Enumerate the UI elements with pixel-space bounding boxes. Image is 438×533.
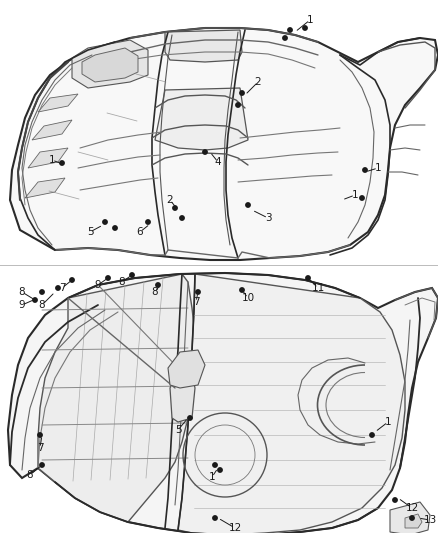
Polygon shape — [405, 514, 422, 528]
Polygon shape — [32, 120, 72, 140]
Text: 6: 6 — [137, 227, 143, 237]
Polygon shape — [165, 30, 242, 62]
Text: 1: 1 — [352, 190, 358, 200]
Text: 11: 11 — [311, 283, 325, 293]
Text: 2: 2 — [167, 195, 173, 205]
Circle shape — [283, 36, 287, 40]
Circle shape — [106, 276, 110, 280]
Text: 10: 10 — [241, 293, 254, 303]
Polygon shape — [168, 350, 205, 388]
Text: 8: 8 — [152, 287, 158, 297]
Circle shape — [196, 290, 200, 294]
Circle shape — [56, 286, 60, 290]
Polygon shape — [178, 274, 405, 533]
Circle shape — [103, 220, 107, 224]
Text: 12: 12 — [228, 523, 242, 533]
Text: 5: 5 — [175, 425, 181, 435]
Text: 8: 8 — [119, 277, 125, 287]
Polygon shape — [38, 274, 195, 522]
Circle shape — [218, 468, 222, 472]
Circle shape — [370, 433, 374, 437]
Circle shape — [288, 28, 292, 32]
Text: 1: 1 — [208, 472, 215, 482]
Circle shape — [246, 203, 250, 207]
Polygon shape — [38, 94, 78, 112]
Circle shape — [40, 463, 44, 467]
Text: 1: 1 — [49, 155, 55, 165]
Polygon shape — [170, 375, 195, 422]
Text: 5: 5 — [87, 227, 93, 237]
Circle shape — [173, 206, 177, 210]
Circle shape — [33, 298, 37, 302]
Polygon shape — [25, 178, 65, 198]
Circle shape — [306, 276, 310, 280]
Circle shape — [130, 273, 134, 277]
Circle shape — [113, 226, 117, 230]
Circle shape — [188, 416, 192, 420]
Text: 4: 4 — [215, 157, 221, 167]
Text: 12: 12 — [406, 503, 419, 513]
Circle shape — [303, 26, 307, 30]
Text: 7: 7 — [193, 297, 199, 307]
Circle shape — [410, 516, 414, 520]
Circle shape — [70, 278, 74, 282]
Text: 8: 8 — [19, 287, 25, 297]
Polygon shape — [390, 502, 430, 533]
Circle shape — [240, 91, 244, 95]
Text: 9: 9 — [19, 300, 25, 310]
Circle shape — [360, 196, 364, 200]
Text: 8: 8 — [27, 470, 33, 480]
Text: 1: 1 — [385, 417, 391, 427]
Circle shape — [180, 216, 184, 220]
Circle shape — [60, 161, 64, 165]
Polygon shape — [82, 48, 138, 82]
Circle shape — [38, 433, 42, 437]
Text: 7: 7 — [59, 283, 65, 293]
Circle shape — [240, 288, 244, 292]
Circle shape — [236, 103, 240, 107]
Polygon shape — [8, 273, 438, 533]
Circle shape — [203, 150, 207, 154]
Text: 8: 8 — [39, 300, 45, 310]
Circle shape — [146, 220, 150, 224]
Text: 2: 2 — [254, 77, 261, 87]
Polygon shape — [72, 40, 148, 88]
Text: 9: 9 — [95, 280, 101, 290]
Text: 7: 7 — [37, 443, 43, 453]
Polygon shape — [28, 148, 68, 168]
Circle shape — [213, 516, 217, 520]
Circle shape — [363, 168, 367, 172]
Text: 13: 13 — [424, 515, 437, 525]
Polygon shape — [155, 88, 248, 150]
Polygon shape — [10, 28, 438, 260]
Text: 1: 1 — [374, 163, 381, 173]
Circle shape — [213, 463, 217, 467]
Text: 1: 1 — [307, 15, 313, 25]
Circle shape — [156, 283, 160, 287]
Text: 3: 3 — [265, 213, 271, 223]
Circle shape — [40, 290, 44, 294]
Circle shape — [393, 498, 397, 502]
